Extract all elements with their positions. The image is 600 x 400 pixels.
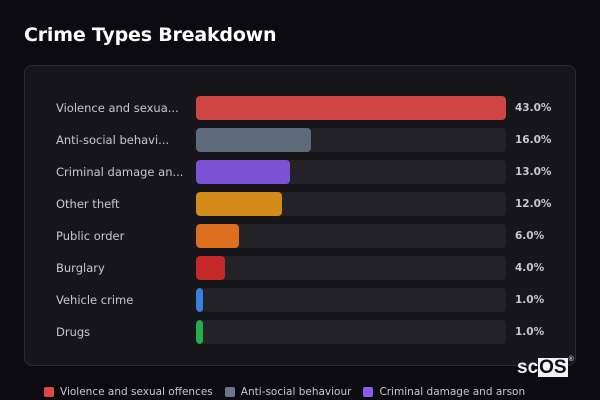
chart-legend: Violence and sexual offences Anti-social… xyxy=(44,386,525,398)
legend-swatch-icon xyxy=(44,387,54,397)
bar-fill[interactable] xyxy=(196,288,204,312)
bar-row: Public order 6.0% xyxy=(25,224,575,248)
bar-row: Drugs 1.0% xyxy=(25,320,575,344)
bar-fill[interactable] xyxy=(196,128,312,152)
bar-value: 1.0% xyxy=(515,294,545,306)
bar-track xyxy=(196,256,506,280)
bar-row: Burglary 4.0% xyxy=(25,256,575,280)
legend-item[interactable]: Anti-social behaviour xyxy=(224,386,352,398)
legend-label: Criminal damage and arson xyxy=(379,386,526,398)
bar-fill[interactable] xyxy=(196,96,506,120)
bar-track xyxy=(196,288,506,312)
bar-value: 12.0% xyxy=(515,198,552,210)
legend-item[interactable]: Violence and sexual offences xyxy=(44,386,213,398)
bar-value: 16.0% xyxy=(515,134,552,146)
bar-value: 43.0% xyxy=(515,102,552,114)
registered-mark-icon: ® xyxy=(568,356,574,363)
bar-label: Criminal damage an... xyxy=(56,165,184,179)
bar-track xyxy=(196,160,506,184)
bar-value: 13.0% xyxy=(515,166,552,178)
scos-watermark-logo: sc OS ® xyxy=(517,356,574,378)
bar-row: Vehicle crime 1.0% xyxy=(25,288,575,312)
bar-row: Violence and sexua... 43.0% xyxy=(25,96,575,120)
bar-track xyxy=(196,320,506,344)
bar-row: Other theft 12.0% xyxy=(25,192,575,216)
bar-track xyxy=(196,128,506,152)
bar-fill[interactable] xyxy=(196,160,290,184)
bar-track xyxy=(196,96,506,120)
watermark-boxed: OS xyxy=(538,357,568,378)
bar-value: 1.0% xyxy=(515,326,545,338)
bar-label: Drugs xyxy=(56,325,91,339)
legend-label: Violence and sexual offences xyxy=(60,386,213,398)
legend-swatch-icon xyxy=(363,387,374,397)
bar-fill[interactable] xyxy=(196,224,240,248)
watermark-prefix: sc xyxy=(517,357,539,378)
bar-value: 4.0% xyxy=(515,262,545,274)
bar-value: 6.0% xyxy=(515,230,545,242)
bar-label: Violence and sexua... xyxy=(56,101,179,115)
bar-label: Vehicle crime xyxy=(56,293,134,307)
bar-label: Other theft xyxy=(56,197,120,211)
bar-fill[interactable] xyxy=(196,320,204,344)
chart-title: Crime Types Breakdown xyxy=(24,24,277,46)
bar-fill[interactable] xyxy=(196,256,225,280)
bar-track xyxy=(196,192,506,216)
legend-swatch-icon xyxy=(224,387,235,397)
bar-label: Burglary xyxy=(56,261,105,275)
bar-row: Anti-social behavi... 16.0% xyxy=(25,128,575,152)
bar-track xyxy=(196,224,506,248)
bar-label: Anti-social behavi... xyxy=(56,133,170,147)
legend-item[interactable]: Criminal damage and arson xyxy=(363,386,525,398)
legend-label: Anti-social behaviour xyxy=(240,386,352,398)
bar-row: Criminal damage an... 13.0% xyxy=(25,160,575,184)
bar-fill[interactable] xyxy=(196,192,283,216)
bar-label: Public order xyxy=(56,229,125,243)
chart-panel: Violence and sexua... 43.0% Anti-social … xyxy=(24,65,576,366)
